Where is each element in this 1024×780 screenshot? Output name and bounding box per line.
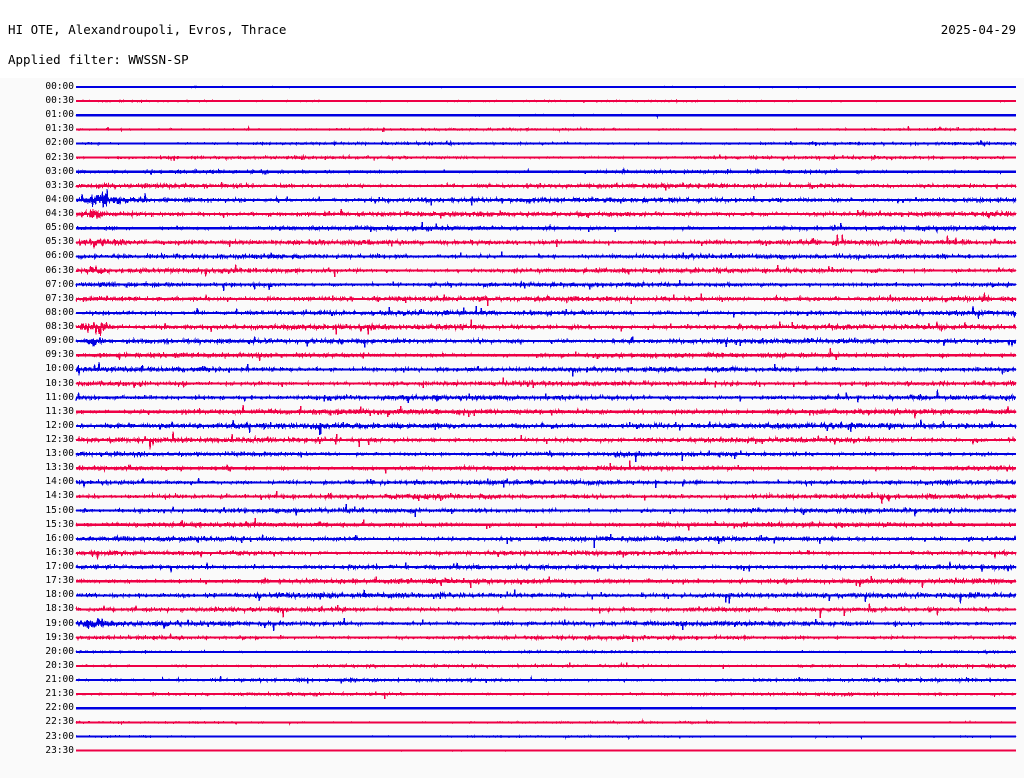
time-label: 06:00 xyxy=(45,250,74,262)
time-label: 18:30 xyxy=(45,603,74,615)
time-label: 12:00 xyxy=(45,419,74,431)
time-label: 10:00 xyxy=(45,363,74,375)
trace-line xyxy=(75,189,1017,208)
time-label: 15:00 xyxy=(45,504,74,516)
time-label: 22:00 xyxy=(45,702,74,714)
time-label: 12:30 xyxy=(45,434,74,445)
page-title: HI OTE, Alexandroupoli, Evros, Thrace xyxy=(8,22,287,37)
applied-filter-label: Applied filter: WWSSN-SP xyxy=(8,52,189,67)
time-label: 14:30 xyxy=(45,490,74,502)
time-label: 05:00 xyxy=(45,222,74,234)
time-axis-labels: 00:00 00:30 01:00 01:30 02:00 02:30 03:00 03:30… xyxy=(0,78,74,778)
time-label: 00:00 xyxy=(45,81,74,92)
time-label: 19:00 xyxy=(45,617,74,629)
time-label: 11:30 xyxy=(45,405,74,417)
time-label: 14:00 xyxy=(45,476,74,488)
time-label: 16:30 xyxy=(45,546,74,558)
seismogram-plot-area xyxy=(0,78,1024,778)
time-label: 21:00 xyxy=(45,674,74,686)
trace-line xyxy=(75,603,1017,619)
time-label: 23:00 xyxy=(45,730,74,742)
time-label: 01:00 xyxy=(45,109,74,121)
time-label: 09:30 xyxy=(45,349,74,361)
trace-line xyxy=(75,251,1017,262)
time-label: 17:00 xyxy=(45,561,74,573)
trace-canvas xyxy=(75,85,1017,752)
time-label: 02:30 xyxy=(45,151,74,163)
time-label: 04:30 xyxy=(45,208,74,220)
time-label: 13:00 xyxy=(45,448,74,460)
trace-line xyxy=(75,389,1017,404)
time-label: 07:00 xyxy=(45,278,74,290)
trace-line xyxy=(75,548,1017,560)
time-label: 22:30 xyxy=(45,716,74,728)
time-label: 05:30 xyxy=(45,236,74,248)
time-label: 00:30 xyxy=(45,95,74,107)
time-label: 11:00 xyxy=(45,391,74,403)
time-label: 17:30 xyxy=(45,575,74,587)
record-date: 2025-04-29 xyxy=(940,22,1016,37)
time-label: 04:00 xyxy=(45,193,74,205)
trace-line xyxy=(75,534,1017,548)
time-label: 03:00 xyxy=(45,165,74,177)
time-label: 16:00 xyxy=(45,532,74,544)
time-label: 06:30 xyxy=(45,264,74,276)
time-label: 20:00 xyxy=(45,645,74,657)
time-label: 08:00 xyxy=(45,306,74,318)
time-label: 10:30 xyxy=(45,377,74,389)
time-label: 23:30 xyxy=(45,744,74,756)
time-label: 19:30 xyxy=(45,631,74,643)
time-label: 09:00 xyxy=(45,335,74,347)
time-label: 18:00 xyxy=(45,589,74,601)
time-label: 15:30 xyxy=(45,518,74,530)
trace-line xyxy=(75,690,1017,700)
trace-line xyxy=(75,589,1017,604)
trace-line xyxy=(75,419,1017,435)
time-label: 01:30 xyxy=(45,123,74,135)
time-label: 21:30 xyxy=(45,688,74,700)
trace-line xyxy=(75,221,1017,234)
time-label: 08:30 xyxy=(45,321,74,333)
trace-line xyxy=(75,460,1017,474)
time-label: 07:30 xyxy=(45,292,74,304)
time-label: 03:30 xyxy=(45,179,74,191)
seismogram-traces xyxy=(0,78,1024,778)
time-label: 13:30 xyxy=(45,462,74,474)
time-label: 02:00 xyxy=(45,137,74,149)
time-label: 20:30 xyxy=(45,659,74,671)
trace-line xyxy=(75,449,1017,463)
